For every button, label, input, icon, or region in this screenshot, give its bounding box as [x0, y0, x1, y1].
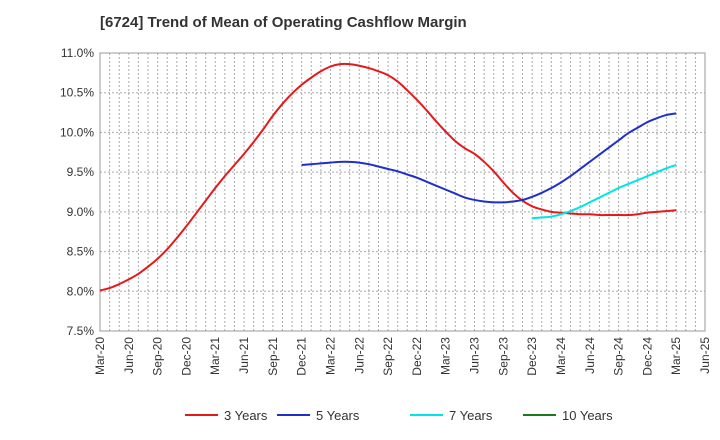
x-tick-label: Sep-23 [496, 337, 510, 376]
series-lines [99, 62, 677, 292]
y-tick-label: 9.0% [67, 205, 95, 219]
x-tick-label: Mar-23 [439, 337, 453, 375]
y-tick-label: 10.5% [60, 86, 94, 100]
x-tick-label: Dec-21 [295, 337, 309, 376]
y-tick-label: 10.0% [60, 125, 94, 139]
legend-label-7-years: 7 Years [449, 408, 493, 423]
x-tick-label: Sep-22 [381, 337, 395, 376]
x-tick-label: Sep-21 [266, 337, 280, 376]
x-axis-ticks: Mar-20 Jun-20 Sep-20 Dec-20 Mar-21 Jun-21 Sep-… [93, 337, 712, 376]
y-axis-ticks: 7.5% 8.0% 8.5% 9.0% 9.5% 10.0% 10.5% 11.0% [60, 46, 94, 338]
plot-frame [99, 52, 706, 332]
series-line-3-years [99, 62, 677, 292]
series-line-7-years [532, 164, 677, 220]
chart-title: [6724] Trend of Mean of Operating Cashfl… [100, 14, 467, 31]
legend-label-10-years: 10 Years [562, 408, 613, 423]
y-tick-label: 8.5% [67, 245, 95, 259]
y-tick-label: 9.5% [67, 165, 95, 179]
x-tick-label: Mar-20 [93, 337, 107, 375]
x-tick-label: Jun-25 [698, 337, 712, 374]
x-tick-label: Mar-22 [323, 337, 337, 375]
x-tick-label: Dec-22 [410, 337, 424, 376]
legend-label-5-years: 5 Years [316, 408, 360, 423]
y-tick-label: 11.0% [61, 46, 94, 60]
series-line-5-years [301, 112, 677, 204]
x-tick-label: Dec-20 [179, 337, 193, 376]
legend-label-3-years: 3 Years [224, 408, 268, 423]
x-tick-label: Jun-22 [352, 337, 366, 374]
x-tick-label: Jun-20 [122, 337, 136, 374]
x-tick-label: Sep-20 [151, 337, 165, 376]
legend: 3 Years 5 Years 7 Years 10 Years [185, 408, 613, 423]
x-tick-label: Mar-25 [669, 337, 683, 375]
plot-area [100, 53, 705, 331]
x-tick-label: Sep-24 [612, 337, 626, 376]
x-tick-label: Dec-24 [640, 337, 654, 376]
x-tick-label: Dec-23 [525, 337, 539, 376]
x-tick-label: Jun-21 [237, 337, 251, 374]
x-tick-label: Mar-24 [554, 337, 568, 375]
x-tick-label: Jun-23 [468, 337, 482, 374]
x-tick-label: Mar-21 [208, 337, 222, 375]
y-tick-label: 8.0% [67, 284, 95, 298]
y-tick-label: 7.5% [67, 324, 95, 338]
x-tick-label: Jun-24 [583, 337, 597, 374]
